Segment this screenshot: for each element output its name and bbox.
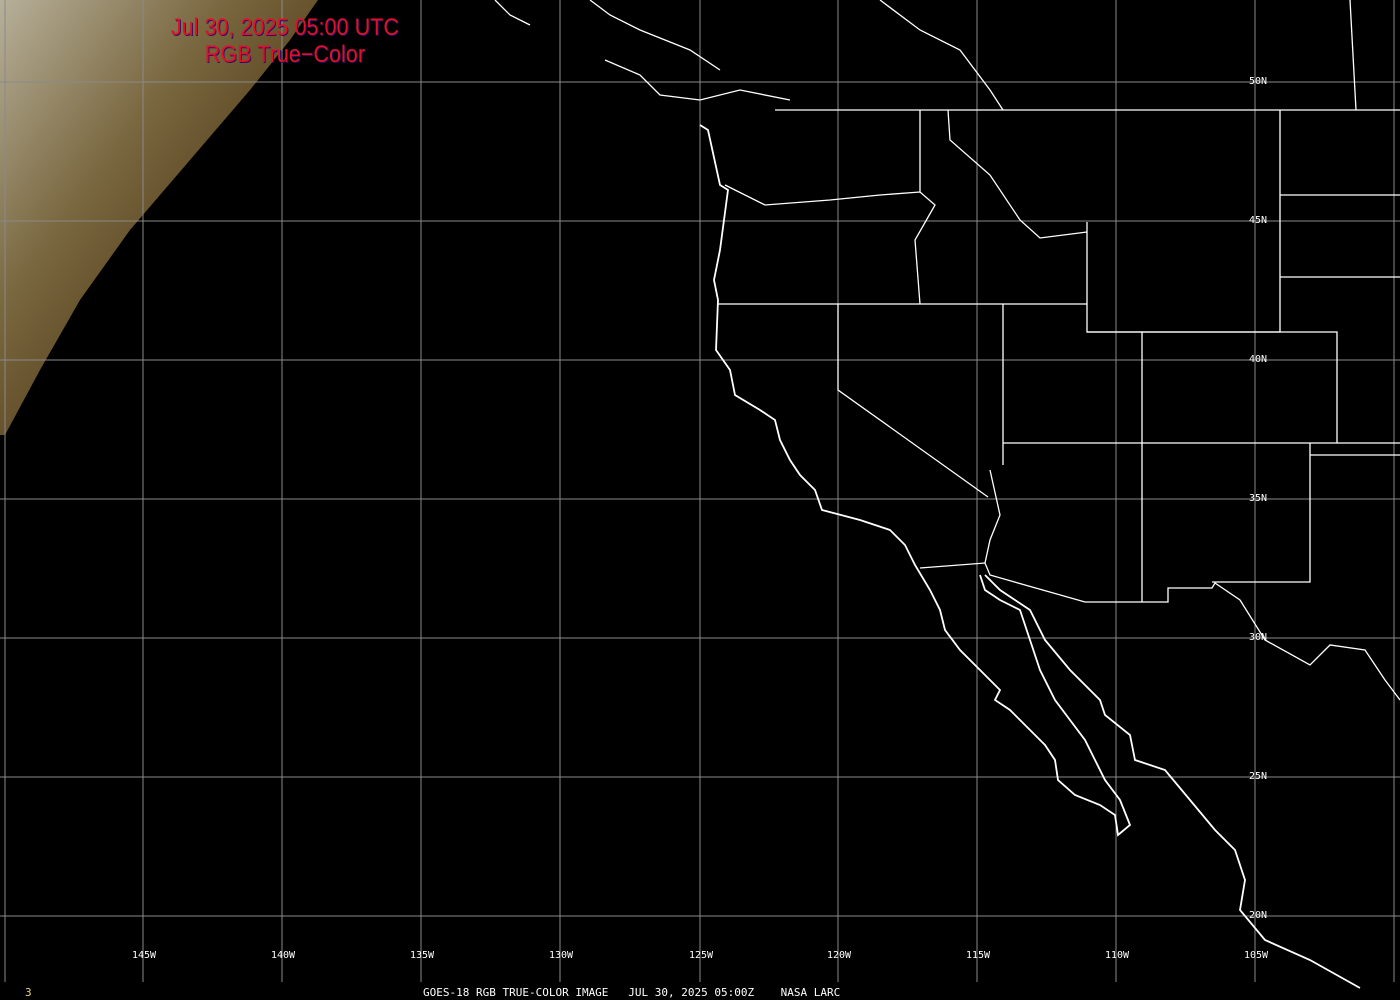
state-border (1087, 331, 1143, 602)
longitude-label: 125W (689, 950, 714, 961)
longitude-label: 110W (1105, 950, 1130, 961)
longitude-label: 130W (549, 950, 574, 961)
bc-coastline (494, 0, 531, 26)
province-border (879, 0, 1004, 111)
bc-coastline (604, 59, 791, 101)
longitude-label: 105W (1244, 950, 1269, 961)
latitude-label: 25N (1249, 771, 1268, 782)
us-mexico-border (919, 562, 1400, 701)
province-border (1349, 0, 1357, 111)
coastlines-and-borders (494, 0, 1400, 989)
bc-coastline (589, 0, 721, 71)
frame-number: 3 (25, 986, 32, 999)
map-title-block: Jul 30, 2025 05:00 UTC RGB True−Color (158, 14, 412, 68)
map-subtitle: RGB True−Color (204, 41, 366, 68)
state-border (1212, 443, 1311, 583)
longitude-label: 135W (410, 950, 435, 961)
cloud-imagery (0, 0, 318, 435)
state-border (984, 469, 1001, 564)
state-border (947, 109, 1088, 239)
latitude-label: 30N (1249, 632, 1268, 643)
longitude-label: 115W (966, 950, 991, 961)
latitude-label: 20N (1249, 910, 1268, 921)
image-caption: GOES-18 RGB TRUE-COLOR IMAGE JUL 30, 202… (423, 986, 841, 999)
latitude-label: 50N (1249, 76, 1268, 87)
longitude-label: 145W (132, 950, 157, 961)
mainland-mexico-coast (984, 574, 1361, 989)
state-border (837, 304, 989, 498)
longitude-label: 140W (271, 950, 296, 961)
longitude-label: 120W (827, 950, 852, 961)
state-border (724, 184, 936, 305)
latitude-label: 35N (1249, 493, 1268, 504)
latitude-label: 40N (1249, 354, 1268, 365)
pacific-coastline (699, 124, 1132, 837)
map-title: Jul 30, 2025 05:00 UTC (170, 14, 399, 41)
state-border (1003, 331, 1338, 444)
latitude-label: 45N (1249, 215, 1268, 226)
